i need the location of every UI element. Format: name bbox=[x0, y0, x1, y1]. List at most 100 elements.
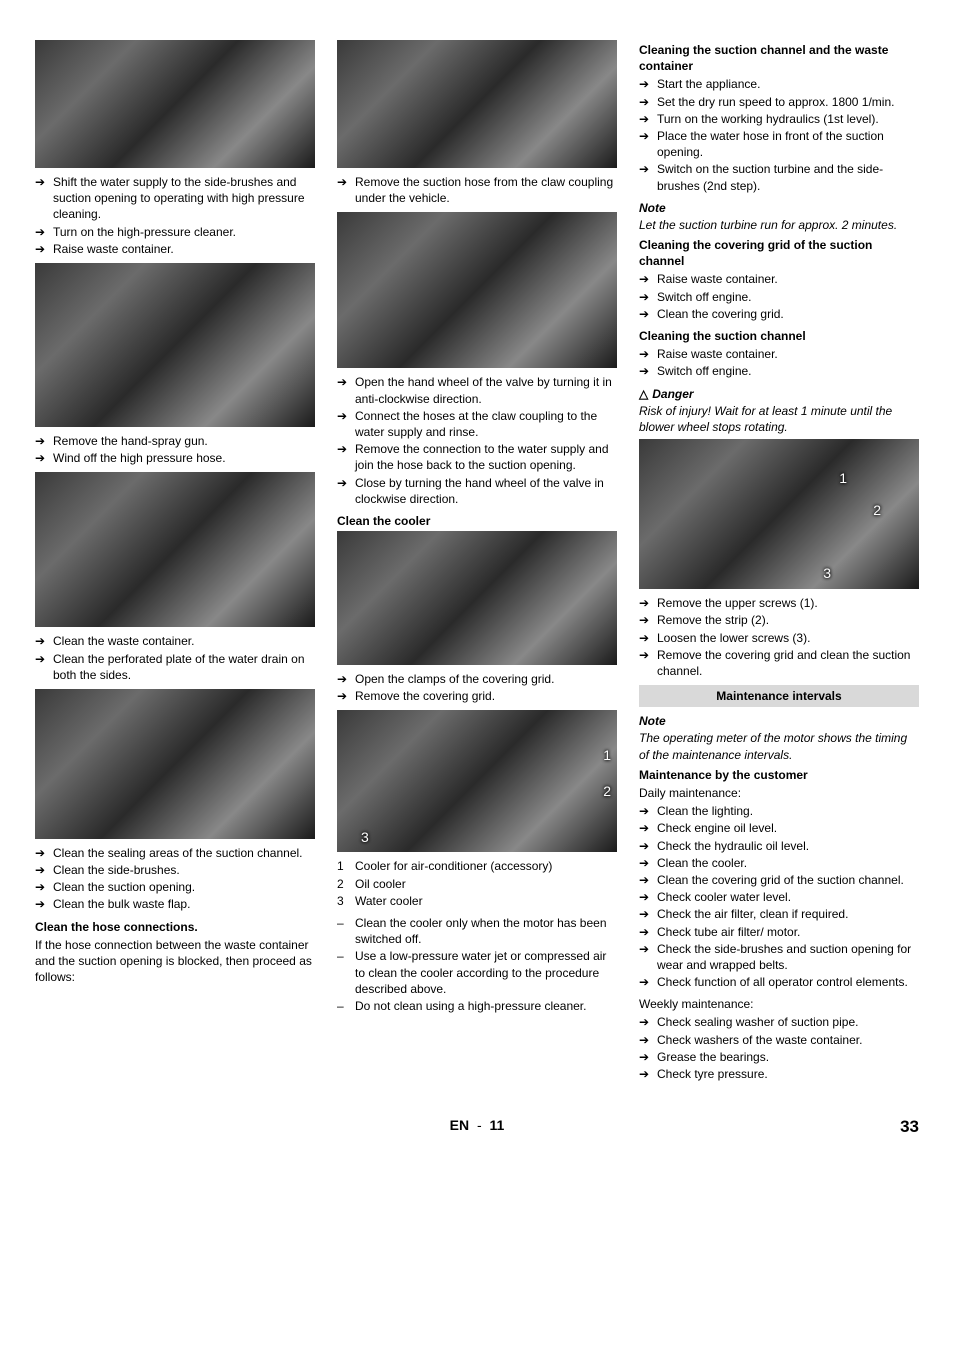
list-item: Open the hand wheel of the valve by turn… bbox=[337, 374, 617, 406]
list-col3-1: Start the appliance. Set the dry run spe… bbox=[639, 76, 919, 193]
numbered-list-coolers: 1Cooler for air-conditioner (accessory) … bbox=[337, 858, 617, 909]
figure-annotation: 1 bbox=[603, 746, 611, 765]
subhead-weekly: Weekly maintenance: bbox=[639, 996, 919, 1012]
list-item: Clean the side-brushes. bbox=[35, 862, 315, 878]
heading-maintenance-customer: Maintenance by the customer bbox=[639, 767, 919, 783]
list-item: Check engine oil level. bbox=[639, 820, 919, 836]
figure-col2-4: 1 2 3 bbox=[337, 710, 617, 852]
list-item: Remove the covering grid. bbox=[337, 688, 617, 704]
list-item: 2Oil cooler bbox=[337, 876, 617, 892]
list-item: Clean the sealing areas of the suction c… bbox=[35, 845, 315, 861]
list-item: Place the water hose in front of the suc… bbox=[639, 128, 919, 160]
list-item: Check function of all operator control e… bbox=[639, 974, 919, 990]
heading-clean-cooler: Clean the cooler bbox=[337, 513, 617, 529]
column-1: Shift the water supply to the side-brush… bbox=[35, 40, 315, 1088]
page-columns: Shift the water supply to the side-brush… bbox=[35, 40, 919, 1088]
danger-text: Risk of injury! Wait for at least 1 minu… bbox=[639, 403, 919, 435]
list-item: Grease the bearings. bbox=[639, 1049, 919, 1065]
note-label: Note bbox=[639, 713, 919, 729]
figure-annotation: 3 bbox=[361, 828, 369, 847]
list-item: Switch off engine. bbox=[639, 289, 919, 305]
subhead-daily: Daily maintenance: bbox=[639, 785, 919, 801]
list-item: Raise waste container. bbox=[639, 346, 919, 362]
figure-col2-1 bbox=[337, 40, 617, 168]
list-item: Remove the upper screws (1). bbox=[639, 595, 919, 611]
figure-col1-3 bbox=[35, 472, 315, 627]
list-item: Close by turning the hand wheel of the v… bbox=[337, 475, 617, 507]
list-item: Remove the strip (2). bbox=[639, 612, 919, 628]
list-item: Clean the bulk waste flap. bbox=[35, 896, 315, 912]
list-col3-3: Raise waste container. Switch off engine… bbox=[639, 346, 919, 379]
figure-col1-1 bbox=[35, 40, 315, 168]
list-item: Raise waste container. bbox=[639, 271, 919, 287]
list-item: Open the clamps of the covering grid. bbox=[337, 671, 617, 687]
figure-annotation: 2 bbox=[873, 501, 881, 520]
list-item: Clean the perforated plate of the water … bbox=[35, 651, 315, 683]
list-item: Wind off the high pressure hose. bbox=[35, 450, 315, 466]
footer-sep: - bbox=[477, 1117, 482, 1133]
para-hose-connections: If the hose connection between the waste… bbox=[35, 937, 315, 986]
note-text: Let the suction turbine run for approx. … bbox=[639, 217, 919, 233]
column-3: Cleaning the suction channel and the was… bbox=[639, 40, 919, 1088]
list-item: Check the hydraulic oil level. bbox=[639, 838, 919, 854]
list-item: Check tube air filter/ motor. bbox=[639, 924, 919, 940]
list-col1-3: Clean the waste container. Clean the per… bbox=[35, 633, 315, 683]
list-col2-3: Open the clamps of the covering grid. Re… bbox=[337, 671, 617, 704]
list-item: Check cooler water level. bbox=[639, 889, 919, 905]
footer-page-in-lang: 11 bbox=[490, 1117, 505, 1133]
footer-center: EN - 11 bbox=[450, 1116, 505, 1135]
list-item: 1Cooler for air-conditioner (accessory) bbox=[337, 858, 617, 874]
list-item: Turn on the high-pressure cleaner. bbox=[35, 224, 315, 240]
list-item: Clean the cooler. bbox=[639, 855, 919, 871]
list-item: Loosen the lower screws (3). bbox=[639, 630, 919, 646]
danger-label: Danger bbox=[639, 386, 919, 402]
figure-annotation: 2 bbox=[603, 782, 611, 801]
list-item: Start the appliance. bbox=[639, 76, 919, 92]
section-bar-maintenance: Maintenance intervals bbox=[639, 685, 919, 707]
column-2: Remove the suction hose from the claw co… bbox=[337, 40, 617, 1088]
list-item: 3Water cooler bbox=[337, 893, 617, 909]
figure-col1-2 bbox=[35, 263, 315, 427]
list-weekly: Check sealing washer of suction pipe. Ch… bbox=[639, 1014, 919, 1082]
note-text: The operating meter of the motor shows t… bbox=[639, 730, 919, 762]
list-col3-2: Raise waste container. Switch off engine… bbox=[639, 271, 919, 322]
list-item: Clean the cooler only when the motor has… bbox=[337, 915, 617, 947]
list-col1-4: Clean the sealing areas of the suction c… bbox=[35, 845, 315, 913]
list-col1-2: Remove the hand-spray gun. Wind off the … bbox=[35, 433, 315, 466]
footer-lang: EN bbox=[450, 1117, 469, 1133]
figure-col2-2 bbox=[337, 212, 617, 368]
note-label: Note bbox=[639, 200, 919, 216]
list-item: Turn on the working hydraulics (1st leve… bbox=[639, 111, 919, 127]
list-item: Raise waste container. bbox=[35, 241, 315, 257]
figure-annotation: 1 bbox=[839, 469, 847, 488]
list-item: Check the air filter, clean if required. bbox=[639, 906, 919, 922]
list-item: Switch on the suction turbine and the si… bbox=[639, 161, 919, 193]
figure-col2-3 bbox=[337, 531, 617, 665]
figure-annotation: 3 bbox=[823, 564, 831, 583]
list-item: Shift the water supply to the side-brush… bbox=[35, 174, 315, 223]
list-col2-2: Open the hand wheel of the valve by turn… bbox=[337, 374, 617, 507]
footer-page-number: 33 bbox=[900, 1116, 919, 1139]
list-item: Switch off engine. bbox=[639, 363, 919, 379]
list-item: Check washers of the waste container. bbox=[639, 1032, 919, 1048]
list-item: Clean the covering grid of the suction c… bbox=[639, 872, 919, 888]
dash-list-cooler-notes: Clean the cooler only when the motor has… bbox=[337, 915, 617, 1014]
list-item: Clean the suction opening. bbox=[35, 879, 315, 895]
list-item: Remove the connection to the water suppl… bbox=[337, 441, 617, 473]
heading-covering-grid: Cleaning the covering grid of the suctio… bbox=[639, 237, 919, 269]
list-item: Remove the suction hose from the claw co… bbox=[337, 174, 617, 206]
page-footer: EN - 11 33 bbox=[35, 1116, 919, 1136]
list-item: Use a low-pressure water jet or compress… bbox=[337, 948, 617, 997]
list-item: Connect the hoses at the claw coupling t… bbox=[337, 408, 617, 440]
list-item: Remove the hand-spray gun. bbox=[35, 433, 315, 449]
list-item: Clean the covering grid. bbox=[639, 306, 919, 322]
list-item: Check sealing washer of suction pipe. bbox=[639, 1014, 919, 1030]
list-item: Check the side-brushes and suction openi… bbox=[639, 941, 919, 973]
list-item: Clean the lighting. bbox=[639, 803, 919, 819]
heading-hose-connections: Clean the hose connections. bbox=[35, 919, 315, 935]
list-col3-4: Remove the upper screws (1). Remove the … bbox=[639, 595, 919, 679]
list-item: Check tyre pressure. bbox=[639, 1066, 919, 1082]
figure-col3-1: 1 2 3 bbox=[639, 439, 919, 589]
list-item: Clean the waste container. bbox=[35, 633, 315, 649]
figure-col1-4 bbox=[35, 689, 315, 839]
